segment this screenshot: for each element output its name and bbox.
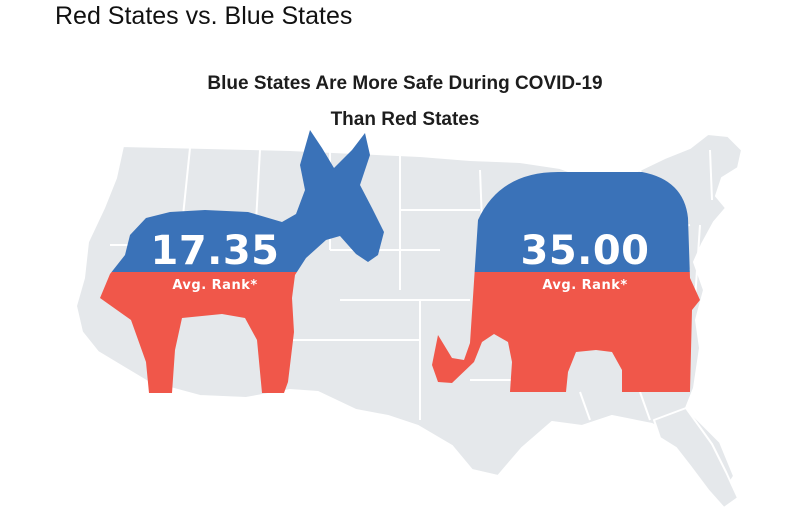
democrat-avg-rank-value: 17.35 <box>150 228 280 274</box>
infographic-title-line-1: Blue States Are More Safe During COVID-1… <box>207 73 603 94</box>
state-border-13 <box>694 224 701 301</box>
republican-avg-rank-value: 35.00 <box>520 228 650 274</box>
state-border-19 <box>709 149 713 201</box>
page-heading: Red States vs. Blue States <box>55 2 353 30</box>
democrat-avg-rank-label: Avg. Rank* <box>172 278 258 293</box>
infographic-title-line-2: Than Red States <box>330 109 480 130</box>
state-border-16 <box>639 391 651 421</box>
republican-avg-rank-label: Avg. Rank* <box>542 278 628 293</box>
state-border-15 <box>579 391 591 421</box>
us-map-florida <box>653 407 739 509</box>
